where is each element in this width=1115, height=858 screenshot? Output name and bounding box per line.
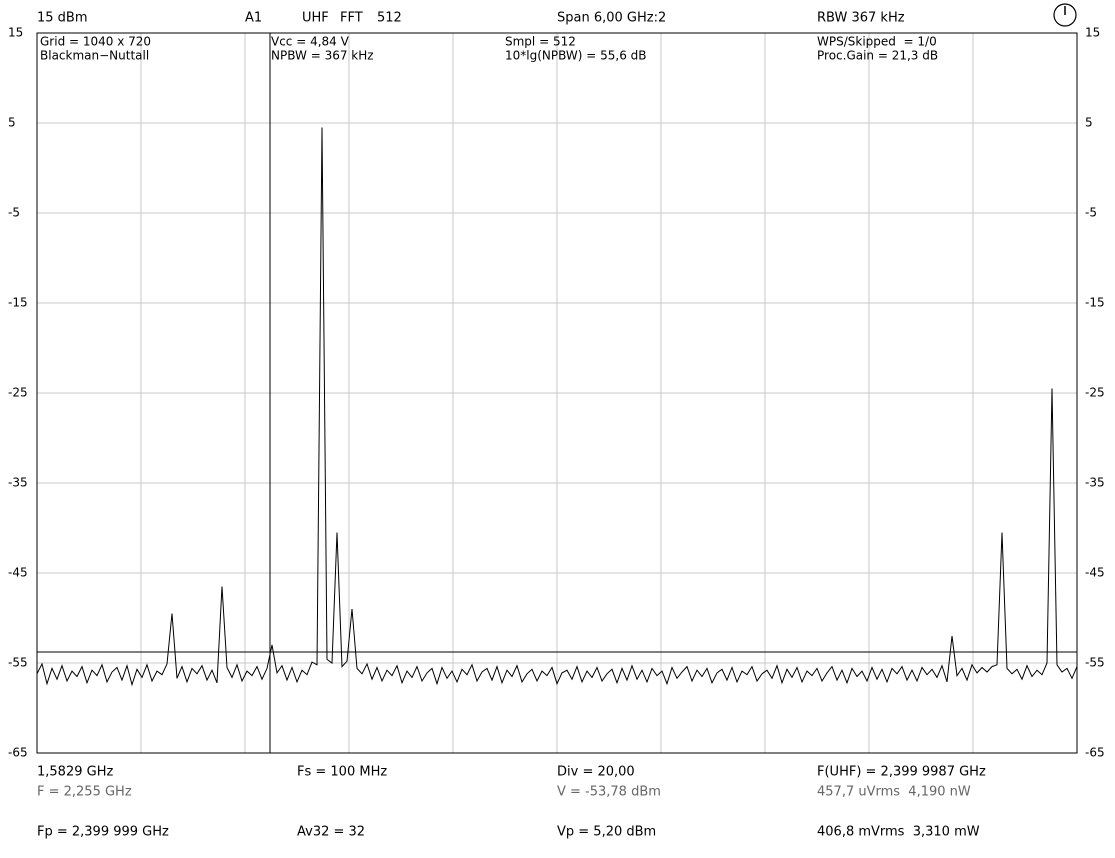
- y-tick-label-right: 5: [1085, 116, 1093, 130]
- y-tick-label: 5: [8, 116, 16, 130]
- y-tick-label: -35: [8, 476, 28, 490]
- y-tick-label: -5: [8, 206, 20, 220]
- footer-f: F = 2,255 GHz: [37, 785, 132, 800]
- header-mode: FFT: [340, 11, 363, 26]
- y-tick-label-right: -25: [1085, 386, 1105, 400]
- y-tick-label: -65: [8, 746, 28, 760]
- y-tick-label: -55: [8, 656, 28, 670]
- footer-f-uhf: F(UHF) = 2,399 9987 GHz: [817, 765, 986, 780]
- info-window: Blackman−Nuttall: [40, 49, 149, 63]
- plot-frame: [36, 32, 1078, 754]
- info-grid: Grid = 1040 x 720: [40, 35, 151, 49]
- header-band: UHF: [302, 11, 329, 26]
- footer-av: Av32 = 32: [297, 825, 365, 840]
- y-tick-label: 15: [8, 26, 23, 40]
- info-vcc: Vcc = 4,84 V: [271, 35, 350, 49]
- y-tick-label: -15: [8, 296, 28, 310]
- footer-vp: Vp = 5,20 dBm: [557, 825, 656, 840]
- header-level: 15 dBm: [37, 11, 88, 26]
- footer-fs: Fs = 100 MHz: [297, 765, 387, 780]
- footer-cursor-freq: 1,5829 GHz: [37, 765, 113, 780]
- plot: 15 15 5 5 -5 -5 -15 -15 -25 -25 -35 -35 -45 -45 -55 -55…: [8, 26, 1105, 760]
- y-tick-label-right: 15: [1085, 26, 1100, 40]
- info-proc-gain: Proc.Gain = 21,3 dB: [817, 49, 938, 63]
- clock-icon: [1053, 3, 1077, 27]
- spectrum-trace: [36, 127, 1078, 687]
- y-tick-label: -25: [8, 386, 28, 400]
- y-tick-label-right: -35: [1085, 476, 1105, 490]
- header-span: Span 6,00 GHz:2: [557, 11, 666, 26]
- footer-vrms: 457,7 uVrms 4,190 nW: [817, 785, 971, 800]
- header-channel: A1: [245, 11, 262, 26]
- header-rbw: RBW 367 kHz: [817, 11, 905, 26]
- y-tick-label-right: -15: [1085, 296, 1105, 310]
- footer-fp: Fp = 2,399 999 GHz: [37, 825, 169, 840]
- footer-div: Div = 20,00: [557, 765, 635, 780]
- y-tick-label-right: -65: [1085, 746, 1105, 760]
- y-tick-label-right: -5: [1085, 206, 1097, 220]
- footer-v: V = -53,78 dBm: [557, 785, 661, 800]
- info-smpl: Smpl = 512: [505, 35, 576, 49]
- y-tick-label-right: -45: [1085, 566, 1105, 580]
- footer-prms: 406,8 mVrms 3,310 mW: [817, 825, 980, 840]
- info-wps: WPS/Skipped = 1/0: [817, 35, 937, 49]
- header-fft-size: 512: [377, 11, 402, 26]
- y-tick-label-right: -55: [1085, 656, 1105, 670]
- y-tick-label: -45: [8, 566, 28, 580]
- info-npbw-db: 10*lg(NPBW) = 55,6 dB: [505, 49, 647, 63]
- info-npbw: NPBW = 367 kHz: [271, 49, 374, 63]
